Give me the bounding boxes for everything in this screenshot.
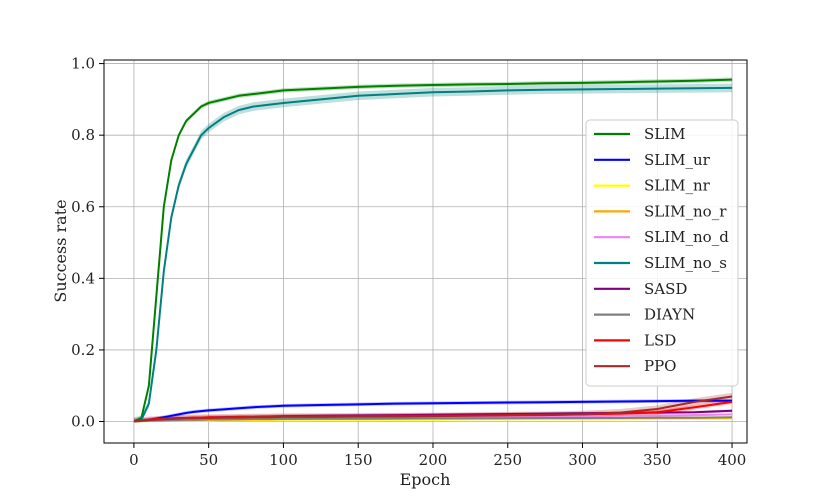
y-tick-label: 0.2 <box>71 341 95 359</box>
x-tick-label: 50 <box>199 451 218 469</box>
y-tick-label: 0.6 <box>71 198 95 216</box>
legend-label-diayn: DIAYN <box>644 306 695 324</box>
legend-label-slim-nr: SLIM_nr <box>644 177 711 195</box>
legend-label-ppo: PPO <box>644 357 676 375</box>
series-line-slim <box>133 78 733 423</box>
x-tick-label: 400 <box>718 451 747 469</box>
y-tick-label: 1.0 <box>71 55 95 73</box>
y-tick-label: 0.4 <box>71 269 95 287</box>
x-tick-label: 0 <box>129 451 139 469</box>
x-tick-label: 250 <box>493 451 522 469</box>
series-lines <box>133 78 733 423</box>
legend-label-slim-no-d: SLIM_no_d <box>644 228 729 246</box>
legend-label-sasd: SASD <box>644 280 687 298</box>
x-tick-label: 200 <box>419 451 448 469</box>
axis-ticks: 0 50 100 150 200 250 300 350 400 0.0 0.2 0.4 0.6 0.8 1… <box>71 55 746 469</box>
x-tick-label: 150 <box>344 451 373 469</box>
legend-label-slim: SLIM <box>644 125 686 143</box>
plot-frame <box>103 59 748 444</box>
band-slim-ur <box>133 398 733 422</box>
series-line-slim-ur <box>133 399 733 423</box>
series-line-slim-no-s <box>133 86 733 423</box>
legend: SLIM SLIM_ur SLIM_nr SLIM_no_r SLIM_no_d SLIM… <box>585 119 739 387</box>
legend-label-slim-no-s: SLIM_no_s <box>644 254 727 272</box>
y-tick-label: 0.0 <box>71 413 95 431</box>
y-axis-label: Success rate <box>51 199 70 302</box>
series-line-diayn <box>133 416 733 423</box>
x-axis-label: Epoch <box>400 470 451 489</box>
series-line-ppo <box>133 395 733 423</box>
x-tick-label: 350 <box>643 451 672 469</box>
x-tick-label: 100 <box>269 451 298 469</box>
y-tick-label: 0.8 <box>71 126 95 144</box>
legend-label-slim-ur: SLIM_ur <box>644 151 711 169</box>
legend-label-slim-no-r: SLIM_no_r <box>644 202 727 220</box>
band-slim <box>133 77 733 422</box>
legend-label-lsd: LSD <box>644 331 676 349</box>
x-tick-label: 300 <box>568 451 597 469</box>
